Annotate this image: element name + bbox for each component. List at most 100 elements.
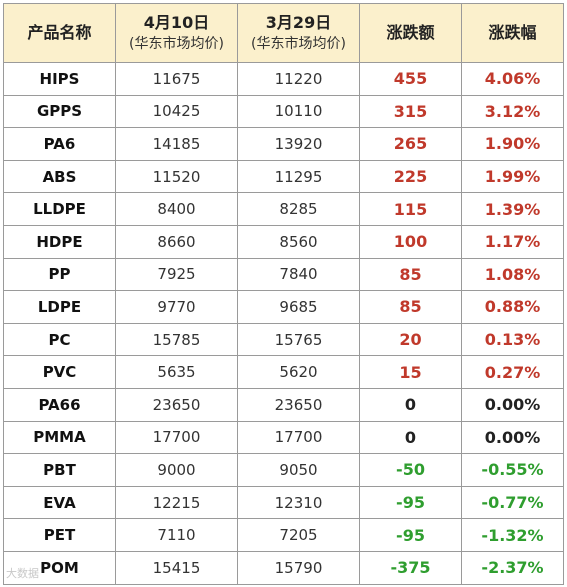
change-pct-cell: 0.00% <box>461 420 564 455</box>
header-date2-sub: (华东市场均价) <box>251 36 346 52</box>
price-date2-cell: 8285 <box>237 192 360 226</box>
product-cell: PBT <box>3 453 116 487</box>
product-cell: PMMA <box>3 420 116 455</box>
product-cell: LDPE <box>3 290 116 324</box>
product-cell: PVC <box>3 355 116 389</box>
change-pct-cell: 4.06% <box>461 62 564 96</box>
price-date2-cell: 9050 <box>237 453 360 487</box>
product-cell: POM <box>3 550 116 585</box>
table-row: POM 15415 15790 -375 -2.37% <box>3 550 564 585</box>
change-pct-cell: -0.77% <box>461 485 564 520</box>
table-row: PA66 23650 23650 0 0.00% <box>3 387 564 422</box>
table-header: 产品名称 4月10日 (华东市场均价) 3月29日 (华东市场均价) 涨跌额 涨… <box>3 3 564 63</box>
product-cell: EVA <box>3 485 116 520</box>
change-cell: 15 <box>359 355 462 389</box>
product-cell: PET <box>3 518 116 552</box>
change-cell: 115 <box>359 192 462 226</box>
table-row: GPPS 10425 10110 315 3.12% <box>3 94 564 129</box>
change-pct-cell: -1.32% <box>461 518 564 552</box>
table-row: LDPE 9770 9685 85 0.88% <box>3 290 564 324</box>
price-date1-cell: 10425 <box>115 94 238 129</box>
change-pct-cell: 0.27% <box>461 355 564 389</box>
header-date1: 4月10日 (华东市场均价) <box>115 3 238 63</box>
table-row: EVA 12215 12310 -95 -0.77% <box>3 485 564 520</box>
change-cell: 225 <box>359 159 462 194</box>
header-date1-sub: (华东市场均价) <box>129 36 224 52</box>
product-cell: PA66 <box>3 387 116 422</box>
price-date2-cell: 15790 <box>237 550 360 585</box>
header-change-pct: 涨跌幅 <box>461 3 564 63</box>
change-pct-cell: 1.39% <box>461 192 564 226</box>
change-cell: 85 <box>359 257 462 292</box>
price-date2-cell: 5620 <box>237 355 360 389</box>
table-row: PVC 5635 5620 15 0.27% <box>3 355 564 389</box>
table-row: PA6 14185 13920 265 1.90% <box>3 127 564 161</box>
price-date1-cell: 9770 <box>115 290 238 324</box>
change-cell: -375 <box>359 550 462 585</box>
watermark: 大数据 <box>6 567 39 580</box>
table-row: LLDPE 8400 8285 115 1.39% <box>3 192 564 226</box>
change-cell: -95 <box>359 518 462 552</box>
table-row: PET 7110 7205 -95 -1.32% <box>3 518 564 552</box>
price-date1-cell: 14185 <box>115 127 238 161</box>
table-row: PC 15785 15765 20 0.13% <box>3 322 564 357</box>
change-cell: 265 <box>359 127 462 161</box>
product-cell: ABS <box>3 159 116 194</box>
change-pct-cell: 3.12% <box>461 94 564 129</box>
table-row: PP 7925 7840 85 1.08% <box>3 257 564 292</box>
change-pct-cell: 1.17% <box>461 224 564 259</box>
product-cell: GPPS <box>3 94 116 129</box>
price-date2-cell: 7205 <box>237 518 360 552</box>
price-date2-cell: 11220 <box>237 62 360 96</box>
product-cell: HDPE <box>3 224 116 259</box>
change-pct-cell: 0.00% <box>461 387 564 422</box>
header-date2: 3月29日 (华东市场均价) <box>237 3 360 63</box>
table-row: PBT 9000 9050 -50 -0.55% <box>3 453 564 487</box>
price-date1-cell: 15785 <box>115 322 238 357</box>
change-cell: -95 <box>359 485 462 520</box>
price-date1-cell: 7925 <box>115 257 238 292</box>
change-pct-cell: 1.90% <box>461 127 564 161</box>
price-date1-cell: 17700 <box>115 420 238 455</box>
header-date2-label: 3月29日 <box>265 13 332 32</box>
change-pct-cell: 0.88% <box>461 290 564 324</box>
price-date2-cell: 23650 <box>237 387 360 422</box>
price-date1-cell: 15415 <box>115 550 238 585</box>
change-pct-cell: 0.13% <box>461 322 564 357</box>
product-cell: PC <box>3 322 116 357</box>
product-cell: PP <box>3 257 116 292</box>
change-cell: 0 <box>359 387 462 422</box>
product-cell: PA6 <box>3 127 116 161</box>
price-date2-cell: 8560 <box>237 224 360 259</box>
change-pct-cell: -2.37% <box>461 550 564 585</box>
price-date1-cell: 8400 <box>115 192 238 226</box>
change-cell: 315 <box>359 94 462 129</box>
header-date1-label: 4月10日 <box>143 13 210 32</box>
price-date1-cell: 11675 <box>115 62 238 96</box>
price-table: 产品名称 4月10日 (华东市场均价) 3月29日 (华东市场均价) 涨跌额 涨… <box>3 3 564 585</box>
table-body: HIPS 11675 11220 455 4.06% GPPS 10425 10110 315 3… <box>3 62 564 585</box>
header-change: 涨跌额 <box>359 3 462 63</box>
price-date2-cell: 13920 <box>237 127 360 161</box>
change-cell: 20 <box>359 322 462 357</box>
price-date1-cell: 5635 <box>115 355 238 389</box>
table-row: PMMA 17700 17700 0 0.00% <box>3 420 564 455</box>
change-pct-cell: 1.08% <box>461 257 564 292</box>
header-row: 产品名称 4月10日 (华东市场均价) 3月29日 (华东市场均价) 涨跌额 涨… <box>3 3 564 63</box>
price-date1-cell: 8660 <box>115 224 238 259</box>
table-row: HIPS 11675 11220 455 4.06% <box>3 62 564 96</box>
table-row: HDPE 8660 8560 100 1.17% <box>3 224 564 259</box>
change-cell: 0 <box>359 420 462 455</box>
change-cell: -50 <box>359 453 462 487</box>
price-date1-cell: 7110 <box>115 518 238 552</box>
price-date2-cell: 15765 <box>237 322 360 357</box>
price-date1-cell: 9000 <box>115 453 238 487</box>
price-date2-cell: 7840 <box>237 257 360 292</box>
change-cell: 455 <box>359 62 462 96</box>
price-date1-cell: 23650 <box>115 387 238 422</box>
change-cell: 100 <box>359 224 462 259</box>
change-pct-cell: 1.99% <box>461 159 564 194</box>
price-date2-cell: 10110 <box>237 94 360 129</box>
product-cell: LLDPE <box>3 192 116 226</box>
table-row: ABS 11520 11295 225 1.99% <box>3 159 564 194</box>
